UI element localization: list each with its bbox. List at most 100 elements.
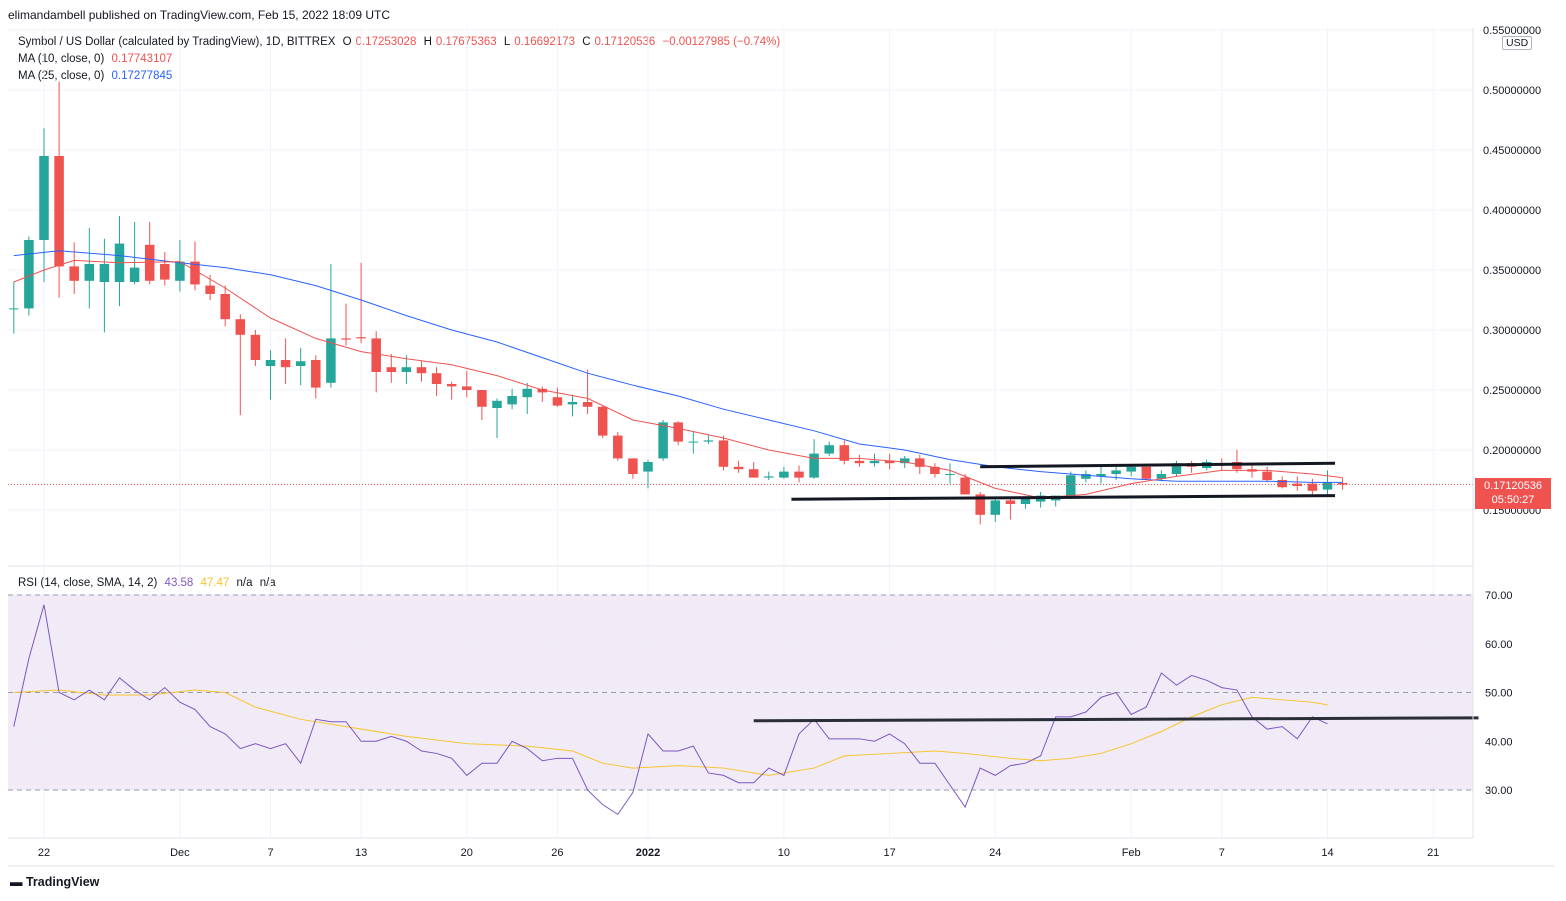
ma10-value: 0.17743107 bbox=[111, 53, 173, 65]
price-tick-label: 0.25000000 bbox=[1483, 385, 1541, 397]
candle-body bbox=[975, 494, 985, 515]
ma25-legend[interactable]: MA (25, close, 0) 0.17277845 bbox=[18, 70, 176, 82]
rsi-tick-label: 70.00 bbox=[1485, 590, 1513, 602]
time-tick-label: 21 bbox=[1427, 847, 1439, 859]
candle-body bbox=[220, 294, 230, 320]
axes[interactable]: 0.150000000.200000000.250000000.30000000… bbox=[8, 25, 1555, 867]
candle-body bbox=[84, 264, 95, 281]
candle-body bbox=[431, 373, 442, 384]
candle-body bbox=[507, 396, 517, 405]
moving-averages bbox=[8, 250, 1473, 499]
time-tick-label: 26 bbox=[551, 847, 563, 859]
last-price-tag: 0.17120536 05:50:27 bbox=[1475, 478, 1551, 509]
candle-body bbox=[24, 240, 34, 309]
symbol-description: Symbol / US Dollar (calculated by Tradin… bbox=[18, 36, 336, 48]
candle-body bbox=[1307, 483, 1318, 491]
candle-body bbox=[643, 462, 653, 472]
close-label: C bbox=[582, 36, 591, 48]
candle-body bbox=[99, 264, 110, 282]
resistance-line[interactable] bbox=[980, 461, 1336, 469]
time-tick-label: Dec bbox=[170, 847, 190, 859]
candle-body bbox=[1111, 470, 1121, 474]
candle-body bbox=[1126, 466, 1136, 472]
tradingview-brand[interactable]: ▬ TradingView bbox=[10, 875, 99, 889]
candle-body bbox=[492, 400, 502, 408]
candles bbox=[9, 81, 1348, 525]
candle-body bbox=[990, 500, 1001, 515]
candle-body bbox=[1020, 498, 1031, 504]
candle-body bbox=[144, 244, 155, 281]
rsi-trend-line[interactable] bbox=[753, 716, 1479, 723]
trend-drawings[interactable] bbox=[791, 461, 1336, 501]
candle-body bbox=[311, 360, 321, 388]
candle-body bbox=[733, 466, 744, 470]
time-tick-label: Feb bbox=[1122, 847, 1141, 859]
ma10-label: MA (10, close, 0) bbox=[18, 53, 105, 65]
candle-body bbox=[1066, 475, 1076, 497]
candle-body bbox=[930, 466, 940, 474]
price-tick-label: 0.35000000 bbox=[1483, 265, 1541, 277]
change-value: −0.00127985 (−0.74%) bbox=[662, 36, 781, 48]
candle-body bbox=[1005, 500, 1016, 504]
candle-body bbox=[597, 406, 608, 436]
time-tick-label: 13 bbox=[355, 847, 367, 859]
candle-body bbox=[386, 367, 397, 372]
candle-body bbox=[54, 156, 64, 267]
time-tick-label: 20 bbox=[461, 847, 473, 859]
currency-unit[interactable]: USD bbox=[1502, 36, 1533, 50]
candle-body bbox=[1322, 482, 1333, 490]
rsi-sma-value: 47.47 bbox=[200, 577, 230, 589]
time-tick-label: 7 bbox=[1219, 847, 1225, 859]
candle-body bbox=[477, 390, 487, 407]
candle-body bbox=[326, 338, 336, 383]
candle-body bbox=[779, 471, 789, 478]
candle-body bbox=[582, 402, 593, 407]
low-label: L bbox=[503, 36, 511, 48]
candle-body bbox=[718, 440, 729, 467]
candle-body bbox=[69, 266, 79, 281]
rsi-tick-label: 60.00 bbox=[1485, 639, 1513, 651]
rsi-na-2: n/a bbox=[259, 577, 276, 589]
symbol-legend: Symbol / US Dollar (calculated by Tradin… bbox=[18, 36, 784, 48]
candle-body bbox=[658, 422, 668, 459]
candle-body bbox=[235, 319, 246, 335]
tradingview-brand-label: TradingView bbox=[25, 875, 100, 889]
price-tick-label: 0.50000000 bbox=[1483, 85, 1541, 97]
candle-body bbox=[280, 360, 291, 368]
time-tick-label: 10 bbox=[778, 847, 790, 859]
candle-body bbox=[1081, 474, 1091, 479]
rsi-legend[interactable]: RSI (14, close, SMA, 14, 2) 43.58 47.47 … bbox=[18, 577, 280, 589]
candle-body bbox=[1277, 480, 1287, 488]
ma25-line bbox=[13, 250, 1343, 483]
candle-body bbox=[1156, 474, 1167, 479]
candle-body bbox=[884, 460, 895, 464]
price-tick-label: 0.55000000 bbox=[1483, 25, 1541, 37]
candle-body bbox=[613, 435, 623, 459]
candle-body bbox=[1337, 483, 1348, 485]
support-line[interactable] bbox=[791, 494, 1336, 501]
candle-body bbox=[809, 453, 819, 478]
candle-body bbox=[839, 445, 850, 461]
candle-body bbox=[416, 367, 427, 374]
candle-body bbox=[960, 477, 970, 495]
candle-body bbox=[401, 367, 412, 372]
rsi-na-1: n/a bbox=[236, 577, 253, 589]
candle-body bbox=[703, 440, 714, 442]
rsi-line bbox=[13, 604, 1328, 816]
ma10-legend[interactable]: MA (10, close, 0) 0.17743107 bbox=[18, 53, 176, 65]
candle-body bbox=[673, 422, 683, 442]
publisher-line: elimandambell published on TradingView.c… bbox=[8, 8, 391, 22]
candle-body bbox=[628, 458, 638, 474]
last-price-value: 0.17120536 bbox=[1483, 480, 1543, 492]
time-tick-label: 14 bbox=[1321, 847, 1333, 859]
candle-body bbox=[869, 460, 880, 464]
rsi-tick-label: 40.00 bbox=[1485, 736, 1513, 748]
candle-body bbox=[522, 388, 532, 398]
price-tick-label: 0.40000000 bbox=[1483, 205, 1541, 217]
candle-body bbox=[899, 458, 910, 464]
candle-body bbox=[794, 471, 804, 478]
candle-body bbox=[854, 460, 865, 464]
candle-body bbox=[824, 445, 834, 454]
candle-body bbox=[1141, 466, 1152, 479]
